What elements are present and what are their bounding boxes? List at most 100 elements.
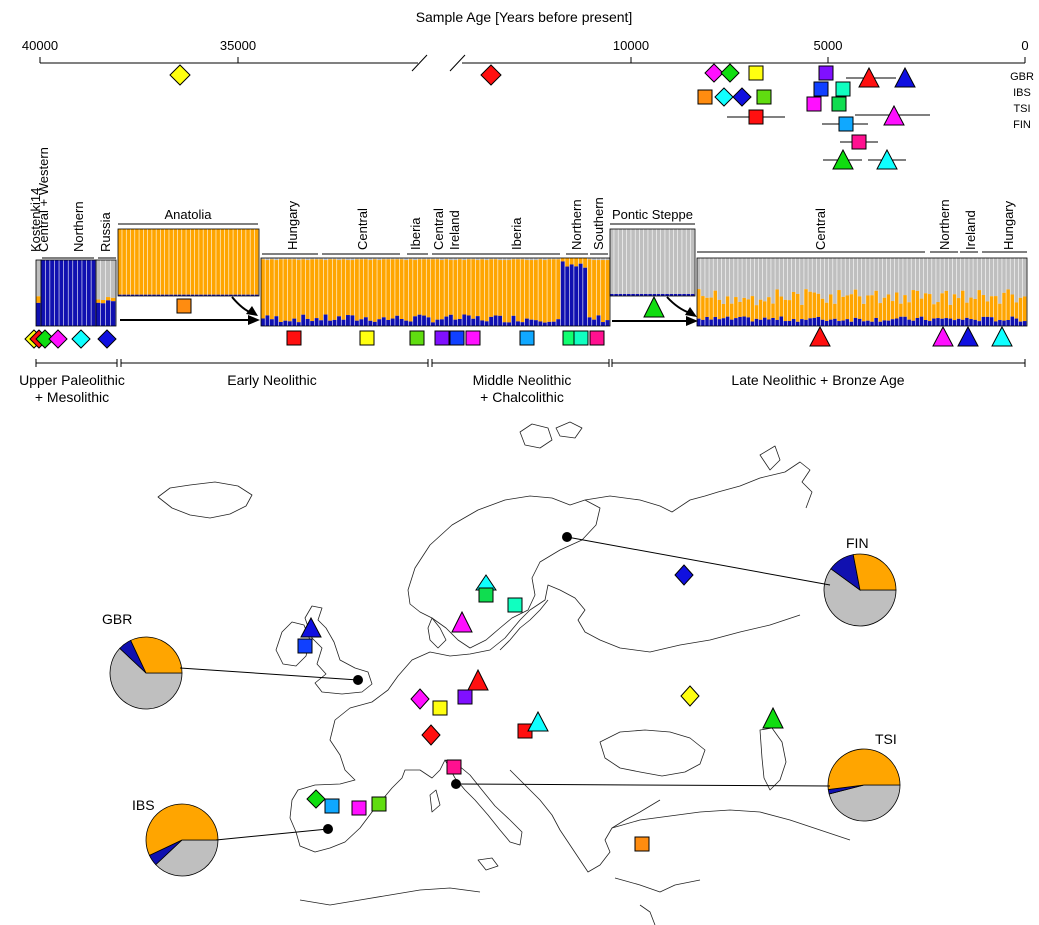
admixture-segment (547, 321, 552, 326)
admixture-segment (829, 294, 833, 320)
admixture-segment (754, 258, 759, 306)
triangle-marker (467, 668, 489, 691)
pop-label-ibs: IBS (1013, 87, 1031, 99)
admixture-segment (182, 229, 186, 295)
square-marker (457, 689, 473, 705)
axis-ticks (39, 57, 1026, 63)
group-labels: Kostenki14 Central + Western Northern Ru… (28, 147, 1016, 252)
admixture-segment (122, 229, 126, 295)
admixture-segment (413, 260, 418, 317)
pie-slice (852, 553, 897, 591)
admixture-segment (750, 321, 755, 326)
admixture-segment (627, 229, 631, 294)
admixture-segment (837, 258, 841, 291)
admixture-segment (216, 294, 220, 296)
admixture-segment (1002, 258, 1006, 293)
admixture-segment (390, 259, 395, 319)
admixture-segment (648, 293, 652, 296)
admixture-segment (250, 229, 255, 295)
pie-slice (828, 784, 901, 822)
admixture-segment (592, 260, 596, 320)
admixture-segment (135, 229, 139, 295)
admixture-segment (556, 319, 561, 326)
admixture-segment (952, 294, 957, 321)
admixture-segment (862, 303, 866, 322)
diamond-marker (71, 329, 91, 349)
admixture-segment (928, 294, 932, 322)
axis-break-mark (411, 54, 428, 72)
admixture-block-outline (609, 228, 696, 297)
admixture-segment (372, 258, 377, 260)
admixture-segment (583, 258, 588, 268)
admixture-segment (936, 318, 940, 326)
admixture-segment (471, 258, 476, 260)
admixture-segment (779, 258, 784, 297)
admixture-segment (1014, 302, 1019, 319)
admixture-segment (220, 229, 225, 295)
admixture-segment (448, 260, 453, 315)
location-dot (353, 675, 363, 685)
admixture-segment (592, 319, 596, 326)
admixture-segment (444, 258, 449, 260)
admixture-segment (763, 317, 767, 326)
diamond-marker (97, 329, 117, 349)
admixture-segment (944, 290, 949, 319)
admixture-segment (587, 317, 592, 326)
admixture-segment (91, 260, 96, 326)
admixture-segment (529, 258, 534, 261)
admixture-segment (928, 258, 932, 295)
admixture-segment (985, 301, 990, 317)
admixture-segment (812, 317, 817, 326)
square-marker (573, 330, 589, 346)
admixture-segment (444, 316, 449, 326)
admixture-segment (661, 293, 665, 296)
admixture-segment (709, 297, 713, 320)
admixture-segment (771, 303, 775, 318)
admixture-segment (111, 301, 116, 326)
admixture-segment (994, 258, 998, 297)
admixture-segment (824, 302, 829, 321)
admixture-segment (480, 259, 485, 321)
square-marker (286, 330, 302, 346)
admixture-segment (596, 315, 601, 326)
admixture-segment (560, 261, 565, 326)
admixture-segment (484, 321, 489, 326)
admixture-segment (1006, 258, 1010, 290)
admixture-segment (961, 290, 965, 320)
admixture-segment (605, 258, 610, 261)
admixture-segment (68, 260, 73, 326)
admixture-segment (849, 321, 854, 326)
admixture-segment (701, 258, 705, 297)
admixture-segment (395, 259, 400, 316)
admixture-segment (648, 229, 652, 294)
pop-label-fin: FIN (1013, 119, 1031, 131)
admixture-segment (462, 260, 467, 315)
admixture-segment (533, 260, 538, 321)
admixture-segment (372, 259, 377, 322)
admixture-segment (618, 229, 623, 294)
admixture-segment (484, 260, 489, 322)
pie-slice (155, 839, 219, 877)
admixture-segment (841, 320, 845, 326)
admixture-segment (829, 258, 833, 295)
admixture-segment (565, 266, 570, 326)
admixture-segment (265, 258, 270, 261)
admixture-segment (1022, 258, 1027, 297)
admixture-segment (63, 260, 68, 326)
admixture-segment (337, 258, 341, 261)
admixture-segment (354, 258, 359, 260)
admixture-segment (919, 258, 924, 299)
admixture-segment (845, 258, 850, 296)
admixture-segment (940, 318, 944, 326)
admixture-segment (601, 258, 605, 261)
timeline-title: Sample Age [Years before present] (416, 9, 633, 25)
square-marker (851, 134, 867, 150)
admixture-segment (359, 259, 364, 320)
timeline-markers (169, 63, 916, 170)
admixture-segment (758, 319, 763, 326)
admixture-segment (220, 294, 225, 296)
admixture-segment (730, 303, 734, 320)
admixture-segment (734, 297, 738, 319)
period-label: + Chalcolithic (480, 389, 564, 405)
admixture-segment (422, 259, 426, 316)
